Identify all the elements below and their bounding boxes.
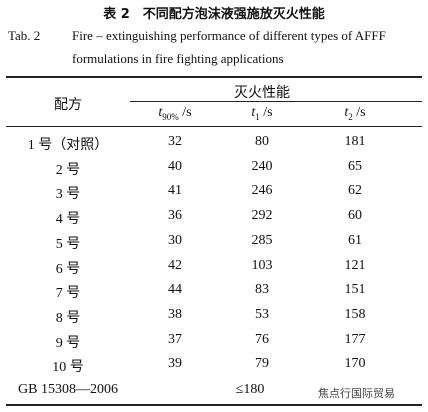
row-label: 5 号 xyxy=(55,236,81,252)
cell-value: 36 xyxy=(168,208,182,224)
cell-value: 181 xyxy=(344,134,366,149)
cell-value: 170 xyxy=(344,356,366,372)
span-rule xyxy=(130,101,422,102)
subscript: 90% xyxy=(162,111,179,122)
sub-header: t90% /s xyxy=(158,105,191,122)
sub-header: t1 /s xyxy=(251,105,272,122)
cell-value: 83 xyxy=(255,282,269,298)
bottom-rule xyxy=(6,404,422,406)
row-label: 1 号（对照） xyxy=(27,138,109,153)
top-rule xyxy=(6,76,422,78)
row-label: 8 号 xyxy=(55,310,81,326)
en-caption: formulations in fire fighting applicatio… xyxy=(72,51,284,66)
cell-value: 103 xyxy=(251,257,273,273)
cell-value: 30 xyxy=(168,232,182,248)
row-label: 4 号 xyxy=(55,212,81,228)
header-rule xyxy=(6,126,422,127)
cell-value: 62 xyxy=(348,183,362,199)
row-label: GB 15308—2006 xyxy=(18,382,118,397)
cell-value: 40 xyxy=(168,158,182,174)
cell-value: 240 xyxy=(251,158,273,174)
subscript: 2 xyxy=(348,111,353,122)
cell-value: 39 xyxy=(168,356,182,372)
cell-value: 41 xyxy=(168,183,182,199)
subscript: 1 xyxy=(255,111,260,122)
cell-value: 151 xyxy=(344,282,366,298)
en-caption: Fire – extinguishing performance of diff… xyxy=(72,28,386,43)
cell-value: 76 xyxy=(255,331,269,347)
cell-value: ≤180 xyxy=(235,382,265,397)
cell-value: 80 xyxy=(255,134,269,149)
cell-value: 44 xyxy=(168,282,182,298)
en-label: Tab. 2 xyxy=(8,28,41,43)
cell-value: 285 xyxy=(251,232,273,248)
cell-value: 32 xyxy=(168,134,182,149)
unit: /s xyxy=(259,105,273,120)
cell-value: 53 xyxy=(255,306,269,322)
row-label: 9 号 xyxy=(55,335,81,351)
table-title: 表 2 不同配方泡沫液强施放灭火性能 xyxy=(103,7,325,22)
cell-value: 65 xyxy=(348,158,362,174)
cell-value: 61 xyxy=(348,232,362,248)
unit: /s xyxy=(352,105,366,120)
cell-value: 38 xyxy=(168,306,182,322)
row-label: 2 号 xyxy=(55,162,81,178)
var: t xyxy=(158,105,163,120)
cell-value: 60 xyxy=(348,208,362,224)
var: t xyxy=(251,105,256,120)
cell-value: 292 xyxy=(251,208,273,224)
cell-value: 246 xyxy=(251,183,273,199)
cell-value: 79 xyxy=(255,356,269,372)
col-header: 配方 xyxy=(54,98,82,113)
span-header: 灭火性能 xyxy=(234,86,290,101)
row-label: 3 号 xyxy=(55,187,81,203)
cell-value: 158 xyxy=(344,306,366,322)
watermark: 焦点行国际贸易 xyxy=(318,387,395,400)
unit: /s xyxy=(178,105,192,120)
cell-value: 121 xyxy=(344,257,366,273)
row-label: 6 号 xyxy=(55,261,81,277)
cell-value: 177 xyxy=(344,331,366,347)
row-label: 10 号 xyxy=(52,360,84,376)
sub-header: t2 /s xyxy=(344,105,365,122)
var: t xyxy=(344,105,349,120)
row-label: 7 号 xyxy=(55,286,81,302)
cell-value: 42 xyxy=(168,257,182,273)
cell-value: 37 xyxy=(168,331,182,347)
